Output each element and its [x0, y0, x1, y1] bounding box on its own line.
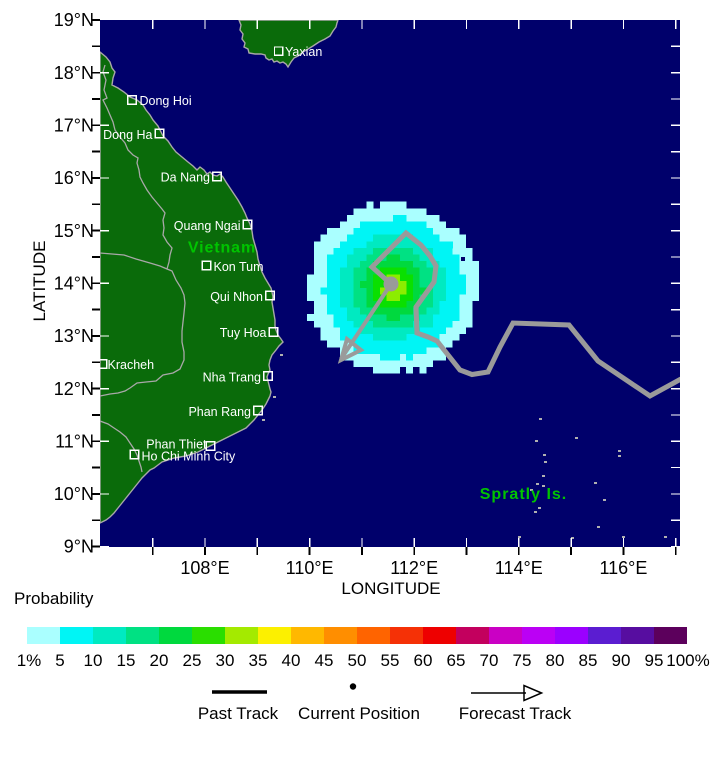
- svg-text:5: 5: [55, 651, 64, 670]
- svg-text:Quang Ngai: Quang Ngai: [174, 219, 241, 233]
- svg-text:Probability: Probability: [14, 589, 94, 608]
- svg-text:Forecast Track: Forecast Track: [459, 704, 572, 723]
- svg-text:65: 65: [447, 651, 466, 670]
- svg-text:Dong Hoi: Dong Hoi: [140, 94, 192, 108]
- svg-text:85: 85: [579, 651, 598, 670]
- svg-text:12°N: 12°N: [54, 379, 94, 399]
- svg-text:18°N: 18°N: [54, 63, 94, 83]
- svg-text:16°N: 16°N: [54, 168, 94, 188]
- svg-text:10°N: 10°N: [54, 484, 94, 504]
- svg-text:15: 15: [117, 651, 136, 670]
- svg-text:13°N: 13°N: [54, 326, 94, 346]
- svg-text:Dong Ha: Dong Ha: [103, 128, 152, 142]
- svg-text:Past Track: Past Track: [198, 704, 279, 723]
- svg-text:95: 95: [645, 651, 664, 670]
- svg-text:Spratly Is.: Spratly Is.: [480, 486, 567, 503]
- svg-text:9°N: 9°N: [64, 537, 94, 557]
- svg-text:20: 20: [150, 651, 169, 670]
- svg-text:Nha Trang: Nha Trang: [203, 371, 261, 385]
- svg-text:Yaxian: Yaxian: [285, 45, 322, 59]
- svg-text:Ho Chi Minh City: Ho Chi Minh City: [142, 450, 237, 464]
- svg-text:1%: 1%: [17, 651, 42, 670]
- svg-text:14°N: 14°N: [54, 273, 94, 293]
- svg-text:40: 40: [282, 651, 301, 670]
- svg-text:70: 70: [480, 651, 499, 670]
- svg-text:55: 55: [381, 651, 400, 670]
- svg-text:17°N: 17°N: [54, 116, 94, 136]
- svg-text:90: 90: [612, 651, 631, 670]
- svg-text:Qui Nhon: Qui Nhon: [210, 290, 263, 304]
- svg-text:10: 10: [84, 651, 103, 670]
- svg-text:LONGITUDE: LONGITUDE: [341, 579, 440, 598]
- svg-text:Phan Rang: Phan Rang: [188, 405, 251, 419]
- svg-text:108°E: 108°E: [180, 558, 229, 578]
- svg-text:15°N: 15°N: [54, 221, 94, 241]
- svg-text:Tuy Hoa: Tuy Hoa: [220, 326, 267, 340]
- svg-text:19°N: 19°N: [54, 10, 94, 30]
- svg-text:60: 60: [414, 651, 433, 670]
- svg-text:30: 30: [216, 651, 235, 670]
- svg-text:35: 35: [249, 651, 268, 670]
- svg-text:11°N: 11°N: [55, 431, 94, 451]
- svg-text:114°E: 114°E: [495, 558, 543, 578]
- svg-text:110°E: 110°E: [286, 558, 334, 578]
- svg-text:100%: 100%: [666, 651, 709, 670]
- svg-text:Vietnam: Vietnam: [188, 240, 256, 257]
- svg-text:25: 25: [183, 651, 202, 670]
- svg-text:LATITUDE: LATITUDE: [30, 241, 49, 322]
- svg-text:45: 45: [315, 651, 334, 670]
- svg-text:Kracheh: Kracheh: [108, 358, 155, 372]
- svg-text:Current Position: Current Position: [298, 704, 420, 723]
- svg-text:75: 75: [513, 651, 532, 670]
- svg-text:50: 50: [348, 651, 367, 670]
- svg-text:Kon Tum: Kon Tum: [214, 260, 264, 274]
- svg-text:Phan Thiet: Phan Thiet: [146, 438, 207, 452]
- svg-text:116°E: 116°E: [599, 558, 647, 578]
- svg-text:112°E: 112°E: [390, 558, 438, 578]
- svg-text:Da Nang: Da Nang: [161, 171, 210, 185]
- svg-text:80: 80: [546, 651, 565, 670]
